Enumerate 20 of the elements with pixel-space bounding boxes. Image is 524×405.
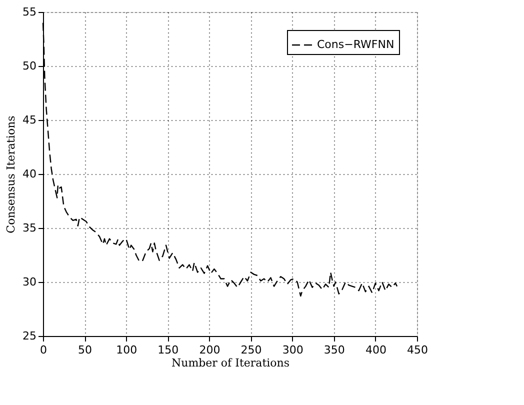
y-tick-label: 45 — [22, 114, 36, 126]
x-tick-label: 250 — [240, 344, 262, 356]
x-tick-label: 300 — [282, 344, 304, 356]
x-tick-label: 100 — [116, 344, 138, 356]
legend-label: Cons−RWFNN — [317, 38, 394, 51]
y-tick-label: 40 — [22, 168, 36, 180]
y-tick-label: 30 — [22, 276, 36, 288]
x-tick-label: 350 — [324, 344, 345, 356]
x-axis-title: Number of Iterations — [171, 356, 290, 370]
x-tick-label: 0 — [40, 344, 47, 356]
x-tick-label: 450 — [407, 344, 428, 356]
y-tick-label: 55 — [22, 6, 36, 18]
x-tick-label: 400 — [365, 344, 386, 356]
y-tick-label: 35 — [22, 222, 36, 234]
x-tick-label: 150 — [158, 344, 179, 356]
y-tick-label: 25 — [22, 330, 36, 342]
x-tick-label: 200 — [199, 344, 220, 356]
y-tick-label: 50 — [22, 60, 36, 72]
x-tick-label: 50 — [78, 344, 92, 356]
y-axis-title: Consensus Iterations — [4, 115, 18, 234]
